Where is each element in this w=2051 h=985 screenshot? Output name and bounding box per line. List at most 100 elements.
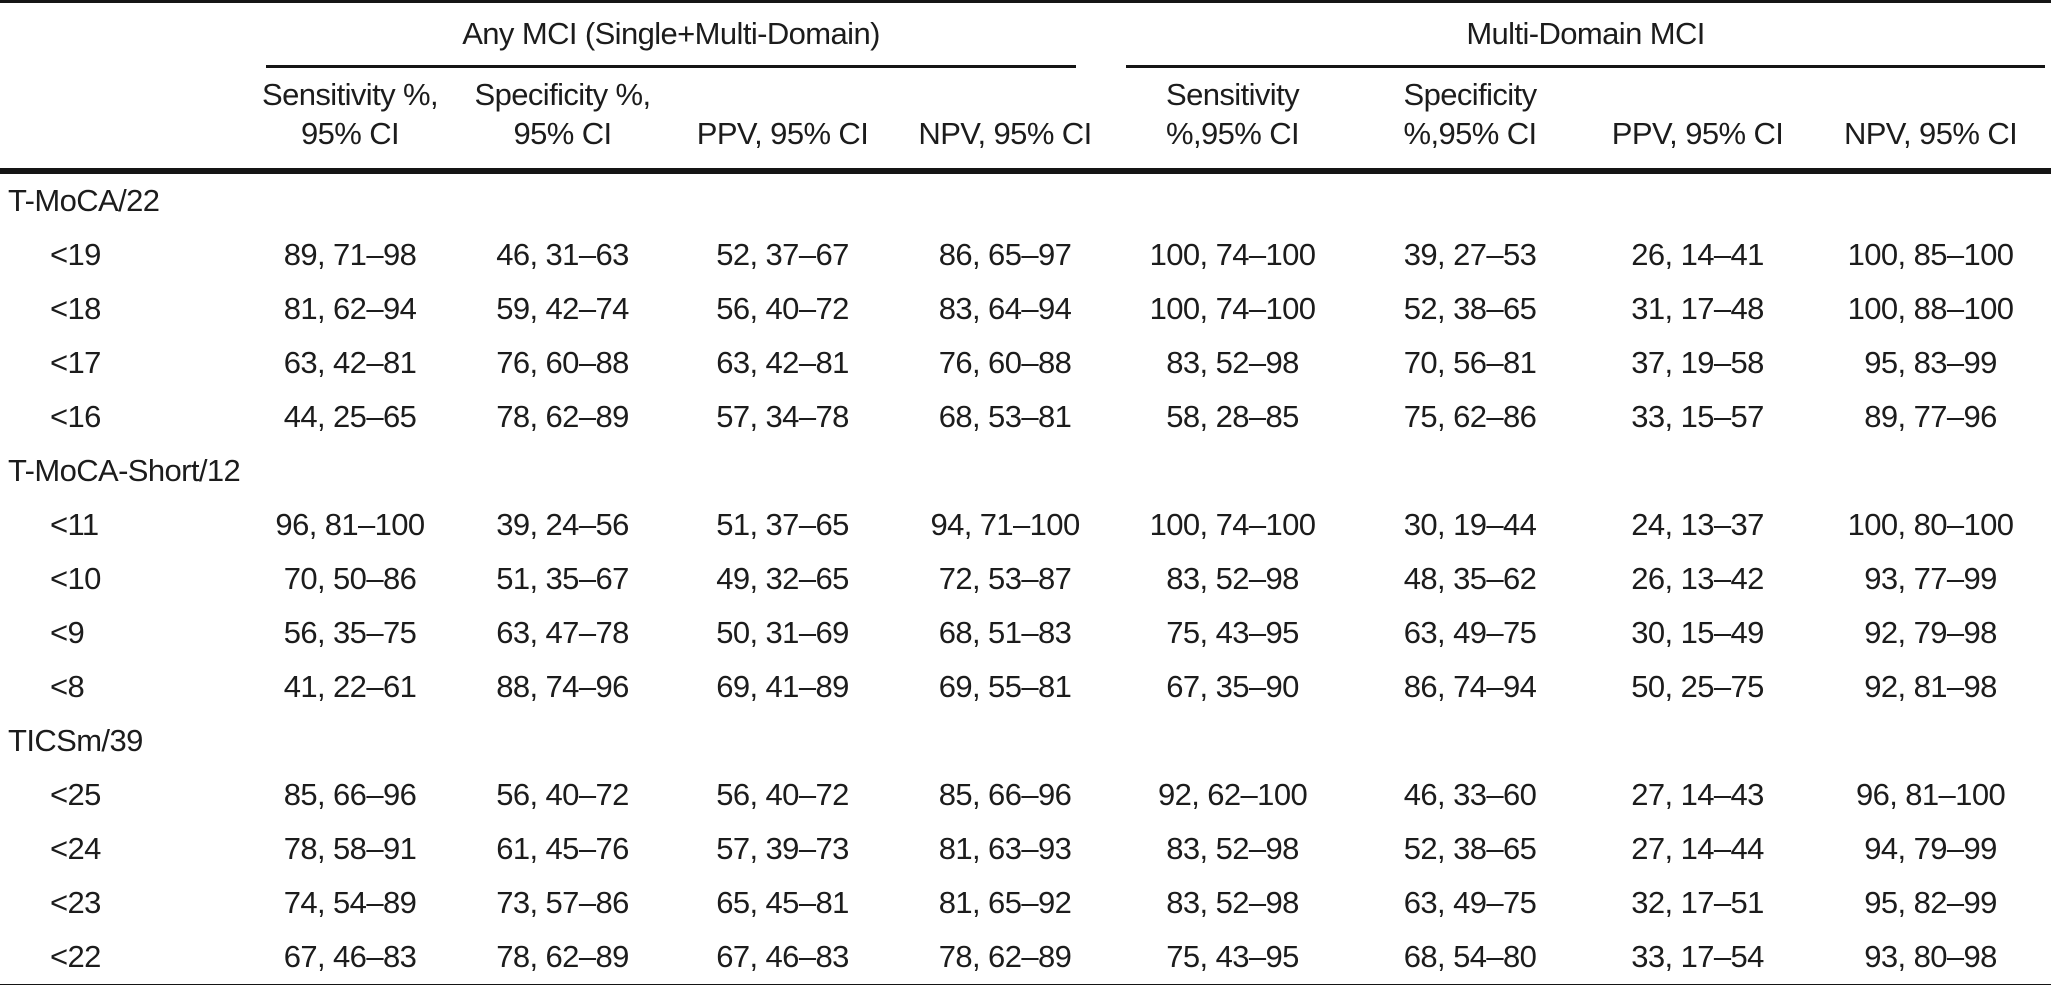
value-cell: 70, 56–81	[1403, 344, 1537, 380]
cutoff-cell: <10	[50, 560, 101, 596]
value-cell: 100, 80–100	[1847, 506, 2014, 542]
value-cell: 39, 27–53	[1403, 236, 1537, 272]
value-cell: 69, 41–89	[716, 668, 849, 704]
section-label: TICSm/39	[8, 722, 143, 758]
value-cell: 76, 60–88	[496, 344, 629, 380]
value-cell: 68, 54–80	[1403, 938, 1537, 974]
column-header-ppv-any: PPV, 95% CI	[665, 68, 900, 174]
group-header-row: Any MCI (Single+Multi-Domain) Multi-Doma…	[0, 2, 2051, 69]
value-cell: 81, 65–92	[938, 884, 1072, 920]
group-multi-domain-mci-label: Multi-Domain MCI	[1126, 3, 2046, 69]
value-cell: 78, 62–89	[496, 398, 629, 434]
value-cell: 75, 62–86	[1403, 398, 1537, 434]
value-cell: 100, 74–100	[1149, 290, 1316, 326]
value-cell: 67, 46–83	[716, 938, 849, 974]
value-cell: 96, 81–100	[1855, 776, 2006, 812]
value-cell: 75, 43–95	[1166, 938, 1299, 974]
value-cell: 44, 25–65	[283, 398, 417, 434]
value-cell: 69, 55–81	[938, 668, 1072, 704]
value-cell: 50, 31–69	[716, 614, 849, 650]
value-cell: 95, 83–99	[1864, 344, 1997, 380]
section-row: T-MoCA/22	[0, 171, 2051, 228]
cutoff-cell: <23	[50, 884, 101, 920]
value-cell: 94, 79–99	[1864, 830, 1997, 866]
section-label: T-MoCA-Short/12	[8, 452, 241, 488]
value-cell: 33, 15–57	[1631, 398, 1764, 434]
value-cell: 74, 54–89	[283, 884, 417, 920]
value-cell: 50, 25–75	[1631, 668, 1764, 704]
value-cell: 46, 33–60	[1403, 776, 1537, 812]
value-cell: 100, 85–100	[1847, 236, 2014, 272]
value-cell: 52, 37–67	[716, 236, 849, 272]
value-cell: 92, 81–98	[1864, 668, 1997, 704]
value-cell: 56, 35–75	[283, 614, 417, 650]
cutoff-cell: <17	[50, 344, 101, 380]
column-header-row: Sensitivity %, 95% CI Specificity %, 95%…	[0, 68, 2051, 174]
value-cell: 83, 52–98	[1166, 560, 1299, 596]
value-cell: 86, 65–97	[938, 236, 1072, 272]
value-cell: 41, 22–61	[283, 668, 417, 704]
value-cell: 67, 46–83	[283, 938, 417, 974]
value-cell: 30, 15–49	[1631, 614, 1764, 650]
column-header-specificity-multi: Specificity %,95% CI	[1355, 68, 1586, 174]
value-cell: 92, 62–100	[1157, 776, 1308, 812]
value-cell: 27, 14–43	[1631, 776, 1764, 812]
value-cell: 100, 74–100	[1149, 236, 1316, 272]
value-cell: 52, 38–65	[1403, 830, 1537, 866]
data-row: <22 67, 46–83 78, 62–89 67, 46–83 78, 62–89 7…	[0, 930, 2051, 985]
table-body: T-MoCA/22 <19 89, 71–98 46, 31–63 52, 37–67 8…	[0, 171, 2051, 985]
value-cell: 86, 74–94	[1403, 668, 1537, 704]
data-row: <23 74, 54–89 73, 57–86 65, 45–81 81, 65–92 8…	[0, 876, 2051, 930]
value-cell: 72, 53–87	[938, 560, 1072, 596]
group-any-mci-label: Any MCI (Single+Multi-Domain)	[266, 3, 1077, 69]
value-cell: 81, 62–94	[283, 290, 417, 326]
value-cell: 33, 17–54	[1631, 938, 1764, 974]
value-cell: 83, 52–98	[1166, 884, 1299, 920]
section-row: TICSm/39	[0, 714, 2051, 768]
value-cell: 92, 79–98	[1864, 614, 1997, 650]
data-row: <8 41, 22–61 88, 74–96 69, 41–89 69, 55–81 67…	[0, 660, 2051, 714]
data-row: <19 89, 71–98 46, 31–63 52, 37–67 86, 65–97 1…	[0, 228, 2051, 282]
value-cell: 67, 35–90	[1166, 668, 1299, 704]
value-cell: 37, 19–58	[1631, 344, 1764, 380]
value-cell: 75, 43–95	[1166, 614, 1299, 650]
cutoff-cell: <11	[50, 506, 99, 542]
value-cell: 61, 45–76	[496, 830, 629, 866]
data-row: <17 63, 42–81 76, 60–88 63, 42–81 76, 60–88 8…	[0, 336, 2051, 390]
data-row: <18 81, 62–94 59, 42–74 56, 40–72 83, 64–94 1…	[0, 282, 2051, 336]
value-cell: 65, 45–81	[716, 884, 849, 920]
value-cell: 63, 42–81	[283, 344, 417, 380]
value-cell: 26, 14–41	[1631, 236, 1764, 272]
value-cell: 63, 49–75	[1403, 614, 1537, 650]
section-label: T-MoCA/22	[8, 182, 160, 218]
cutoff-cell: <25	[50, 776, 101, 812]
value-cell: 94, 71–100	[930, 506, 1080, 542]
value-cell: 81, 63–93	[938, 830, 1072, 866]
value-cell: 31, 17–48	[1631, 290, 1764, 326]
value-cell: 48, 35–62	[1403, 560, 1537, 596]
value-cell: 78, 58–91	[283, 830, 417, 866]
value-cell: 52, 38–65	[1403, 290, 1537, 326]
value-cell: 51, 37–65	[716, 506, 849, 542]
value-cell: 83, 64–94	[938, 290, 1072, 326]
value-cell: 100, 74–100	[1149, 506, 1316, 542]
value-cell: 58, 28–85	[1166, 398, 1299, 434]
value-cell: 83, 52–98	[1166, 830, 1299, 866]
value-cell: 56, 40–72	[716, 776, 849, 812]
cutoff-cell: <16	[50, 398, 101, 434]
data-row: <24 78, 58–91 61, 45–76 57, 39–73 81, 63–93 8…	[0, 822, 2051, 876]
value-cell: 59, 42–74	[496, 290, 629, 326]
value-cell: 78, 62–89	[496, 938, 629, 974]
corner-cell	[0, 2, 240, 69]
value-cell: 70, 50–86	[283, 560, 417, 596]
value-cell: 32, 17–51	[1631, 884, 1764, 920]
value-cell: 63, 42–81	[716, 344, 849, 380]
value-cell: 49, 32–65	[716, 560, 849, 596]
column-header-specificity-any: Specificity %, 95% CI	[460, 68, 665, 174]
value-cell: 85, 66–96	[283, 776, 417, 812]
value-cell: 68, 51–83	[938, 614, 1072, 650]
value-cell: 24, 13–37	[1631, 506, 1764, 542]
cutoff-cell: <22	[50, 938, 101, 974]
column-header-sensitivity-any: Sensitivity %, 95% CI	[240, 68, 460, 174]
